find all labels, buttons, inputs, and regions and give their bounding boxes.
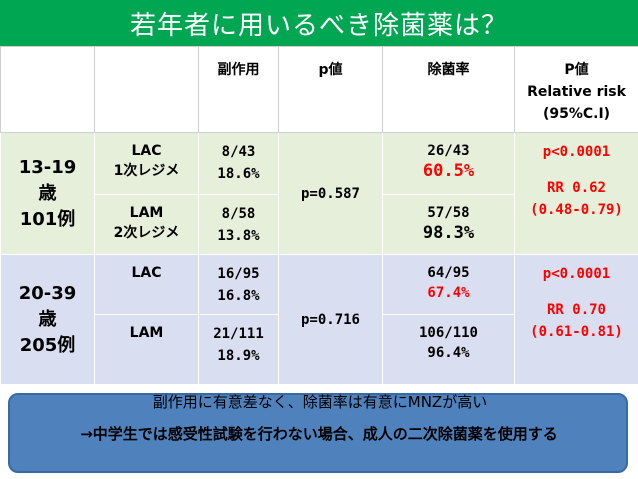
case-count: 205例 bbox=[19, 334, 76, 356]
p-value-cell: p=0.587 bbox=[278, 132, 383, 255]
significance-p: p<0.0001 bbox=[542, 144, 611, 160]
age-unit: 歳 bbox=[38, 308, 57, 330]
relative-risk-ci: (0.61-0.81) bbox=[530, 324, 623, 340]
header-p-rr: P値 Relative risk (95%C.I) bbox=[514, 46, 638, 133]
header-row: 副作用 p値 除菌率 P値 Relative risk (95%C.I) bbox=[0, 46, 638, 133]
conclusion-line-2: →中学生では感受性試験を行わない場合、成人の二次除菌薬を使用する bbox=[80, 425, 558, 443]
header-relative-risk: Relative risk bbox=[527, 84, 626, 100]
header-empty bbox=[0, 46, 95, 133]
regimen-name: LAC bbox=[131, 265, 162, 281]
eradication-percent: 60.5% bbox=[422, 161, 475, 181]
regimen-cell: LAC 1次レジメ bbox=[94, 132, 199, 195]
age-range: 20-39 bbox=[18, 282, 77, 304]
regimen-line: 1次レジメ bbox=[113, 163, 180, 179]
regimen-name: LAM bbox=[129, 325, 164, 341]
significance-p: p<0.0001 bbox=[542, 266, 611, 282]
side-effect-cell: 16/95 16.8% bbox=[198, 254, 279, 315]
eradication-cell: 26/43 60.5% bbox=[382, 132, 515, 195]
case-count: 101例 bbox=[19, 208, 76, 230]
regimen-name: LAC bbox=[131, 143, 162, 159]
side-effect-percent: 18.9% bbox=[217, 348, 260, 364]
eradication-percent: 98.3% bbox=[422, 223, 475, 243]
age-unit: 歳 bbox=[38, 182, 57, 204]
side-effect-cell: 8/43 18.6% bbox=[198, 132, 279, 195]
conclusion-line-1: 副作用に有意差なく、除菌率は有意にMNZが高い bbox=[152, 393, 488, 411]
regimen-cell: LAM 2次レジメ bbox=[94, 194, 199, 255]
p-value-cell: p=0.716 bbox=[278, 254, 383, 385]
header-empty bbox=[94, 46, 199, 133]
eradication-fraction: 64/95 bbox=[427, 265, 470, 281]
side-effect-fraction: 8/58 bbox=[221, 206, 256, 222]
eradication-percent: 67.4% bbox=[427, 285, 470, 301]
results-table: 副作用 p値 除菌率 P値 Relative risk (95%C.I) 13-… bbox=[0, 46, 638, 385]
side-effect-percent: 16.8% bbox=[217, 288, 260, 304]
relative-risk-value: RR 0.62 bbox=[546, 180, 606, 196]
side-effect-fraction: 16/95 bbox=[217, 266, 260, 282]
slide-title: 若年者に用いるべき除菌薬は？ bbox=[0, 0, 638, 46]
regimen-cell: LAC bbox=[94, 254, 199, 315]
header-p-value2: P値 bbox=[564, 62, 589, 78]
side-effect-cell: 21/111 18.9% bbox=[198, 314, 279, 385]
table-row: LAM 21/111 18.9% 106/110 96.4% bbox=[1, 314, 638, 385]
eradication-cell: 64/95 67.4% bbox=[382, 254, 515, 315]
regimen-cell: LAM bbox=[94, 314, 199, 385]
eradication-cell: 57/58 98.3% bbox=[382, 194, 515, 255]
age-group-cell: 13-19 歳 101例 bbox=[0, 132, 95, 255]
rr-cell: p<0.0001 RR 0.62 (0.48-0.79) bbox=[514, 132, 638, 255]
table-row: 20-39 歳 205例 LAC 16/95 16.8% p=0.716 64/… bbox=[0, 254, 638, 385]
side-effect-fraction: 8/43 bbox=[221, 144, 256, 160]
regimen-line: 2次レジメ bbox=[113, 225, 180, 241]
side-effect-percent: 18.6% bbox=[217, 166, 260, 182]
header-side-effects: 副作用 bbox=[198, 46, 279, 133]
eradication-fraction: 26/43 bbox=[427, 143, 470, 159]
side-effect-percent: 13.8% bbox=[217, 228, 260, 244]
header-eradication-rate: 除菌率 bbox=[382, 46, 515, 133]
age-group-cell: 20-39 歳 205例 bbox=[0, 254, 95, 385]
regimen-name: LAM bbox=[129, 205, 164, 221]
relative-risk-value: RR 0.70 bbox=[546, 302, 606, 318]
eradication-fraction: 106/110 bbox=[418, 325, 478, 341]
side-effect-cell: 8/58 13.8% bbox=[198, 194, 279, 255]
header-p-value: p値 bbox=[278, 46, 383, 133]
rr-cell: p<0.0001 RR 0.70 (0.61-0.81) bbox=[514, 254, 638, 385]
eradication-cell: 106/110 96.4% bbox=[382, 314, 515, 385]
eradication-percent: 96.4% bbox=[427, 345, 470, 361]
header-ci: (95%C.I) bbox=[542, 106, 611, 122]
conclusion-box: 副作用に有意差なく、除菌率は有意にMNZが高い →中学生では感受性試験を行わない… bbox=[8, 393, 628, 473]
eradication-fraction: 57/58 bbox=[427, 205, 470, 221]
age-range: 13-19 bbox=[18, 156, 77, 178]
relative-risk-ci: (0.48-0.79) bbox=[530, 202, 623, 218]
table-row: 13-19 歳 101例 LAC 1次レジメ 8/43 18.6% p=0.58… bbox=[0, 132, 638, 255]
table-row: LAM 2次レジメ 8/58 13.8% 57/58 98.3% bbox=[1, 194, 638, 255]
side-effect-fraction: 21/111 bbox=[213, 326, 264, 342]
